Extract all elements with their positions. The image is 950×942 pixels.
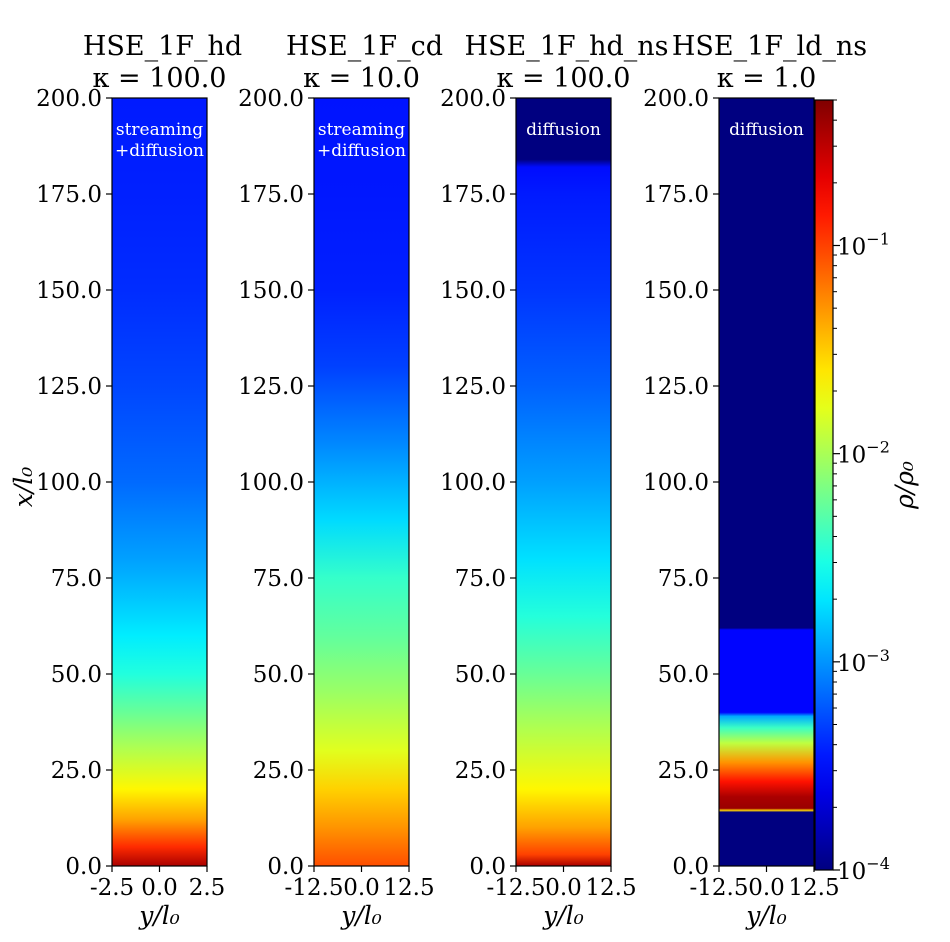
heatmap-image: [314, 98, 409, 866]
y-tick-label: 125.0: [36, 374, 102, 400]
y-tick-label: 200.0: [440, 86, 506, 112]
panel-2: HSE_1F_cdκ = 10.0 streaming+diffusion 0.0 2…: [238, 31, 443, 930]
y-tick-label: 75.0: [658, 566, 709, 592]
y-tick-label: 150.0: [36, 278, 102, 304]
y-tick-label: 25.0: [51, 758, 102, 784]
panel-annotation: streaming: [318, 120, 405, 140]
panel-subtitle: κ = 1.0: [717, 63, 817, 94]
y-tick-label: 75.0: [51, 566, 102, 592]
y-tick-label: 50.0: [51, 662, 102, 688]
y-tick-label: 25.0: [658, 758, 709, 784]
y-tick-label: 100.0: [36, 470, 102, 496]
panel-title: HSE_1F_ld_ns: [672, 31, 867, 62]
panel-annotation: +diffusion: [115, 141, 204, 161]
x-tick-label: -12.5: [487, 875, 546, 901]
y-tick-label: 100.0: [238, 470, 304, 496]
y-tick-label: 75.0: [455, 566, 506, 592]
x-tick-label: 0.0: [748, 875, 785, 901]
panel-annotation: diffusion: [526, 120, 601, 140]
colorbar-tick-label: 10−3: [837, 646, 890, 677]
y-tick-label: 125.0: [440, 374, 506, 400]
y-tick-label: 175.0: [440, 182, 506, 208]
x-tick-label: 12.5: [585, 875, 636, 901]
x-tick-label: -2.5: [90, 875, 134, 901]
colorbar-frame: [814, 99, 834, 871]
panel-title: HSE_1F_cd: [286, 31, 443, 62]
panel-4: HSE_1F_ld_nsκ = 1.0 diffusion 0.0 25.0 50.0 7…: [643, 31, 867, 930]
y-tick-label: 175.0: [36, 182, 102, 208]
x-tick-label: 0.0: [545, 875, 582, 901]
y-axis-label: x/l₀: [9, 467, 38, 508]
y-tick-label: 100.0: [440, 470, 506, 496]
panel-annotation: diffusion: [729, 120, 804, 140]
colorbar-label: ρ/ρ₀: [890, 461, 919, 510]
x-tick-label: -12.5: [690, 875, 749, 901]
y-tick-label: 25.0: [253, 758, 304, 784]
x-axis-label: y/l₀: [138, 901, 180, 930]
x-tick-label: 2.5: [189, 875, 226, 901]
y-tick-label: 0.0: [267, 854, 304, 880]
x-axis-label: y/l₀: [542, 901, 584, 930]
y-tick-label: 0.0: [469, 854, 506, 880]
panel-annotation: +diffusion: [317, 141, 406, 161]
x-tick-label: 12.5: [788, 875, 839, 901]
colorbar-tick-label: 10−2: [837, 438, 890, 469]
y-tick-label: 50.0: [658, 662, 709, 688]
panel-annotation: streaming: [116, 120, 203, 140]
y-tick-label: 0.0: [65, 854, 102, 880]
panel-3: HSE_1F_hd_nsκ = 100.0 diffusion 0.0 25.0 50.…: [440, 31, 668, 930]
y-tick-label: 125.0: [238, 374, 304, 400]
heatmap-image: [719, 98, 814, 866]
colorbar: 10−4 10−3 10−2 10−1 ρ/ρ₀: [814, 99, 919, 885]
y-tick-label: 200.0: [238, 86, 304, 112]
x-tick-label: 0.0: [141, 875, 178, 901]
x-axis-label: y/l₀: [745, 901, 787, 930]
y-tick-label: 150.0: [238, 278, 304, 304]
colorbar-gradient: [815, 100, 833, 870]
panel-1: HSE_1F_hdκ = 100.0 streaming+diffusion 0.0…: [9, 31, 242, 930]
y-tick-label: 75.0: [253, 566, 304, 592]
panel-subtitle: κ = 100.0: [93, 63, 227, 94]
x-axis-label: y/l₀: [340, 901, 382, 930]
y-tick-label: 175.0: [643, 182, 709, 208]
x-tick-label: 12.5: [383, 875, 434, 901]
panel-subtitle: κ = 100.0: [497, 63, 631, 94]
y-tick-label: 200.0: [643, 86, 709, 112]
colorbar-tick-label: 10−1: [837, 230, 890, 261]
y-tick-label: 175.0: [238, 182, 304, 208]
panel-subtitle: κ = 10.0: [303, 63, 420, 94]
y-tick-label: 25.0: [455, 758, 506, 784]
y-tick-label: 150.0: [440, 278, 506, 304]
y-tick-label: 100.0: [643, 470, 709, 496]
y-tick-label: 125.0: [643, 374, 709, 400]
panel-title: HSE_1F_hd_ns: [464, 31, 668, 62]
heatmap-image: [112, 98, 207, 866]
heatmap-image: [516, 98, 611, 866]
colorbar-tick-label: 10−4: [837, 854, 890, 885]
y-tick-label: 150.0: [643, 278, 709, 304]
y-tick-label: 50.0: [253, 662, 304, 688]
panel-title: HSE_1F_hd: [83, 31, 242, 62]
x-tick-label: 0.0: [343, 875, 380, 901]
y-tick-label: 0.0: [672, 854, 709, 880]
y-tick-label: 50.0: [455, 662, 506, 688]
x-tick-label: -12.5: [285, 875, 344, 901]
y-tick-label: 200.0: [36, 86, 102, 112]
panels-group: HSE_1F_hdκ = 100.0streaming+diffusion0.0…: [9, 31, 867, 930]
